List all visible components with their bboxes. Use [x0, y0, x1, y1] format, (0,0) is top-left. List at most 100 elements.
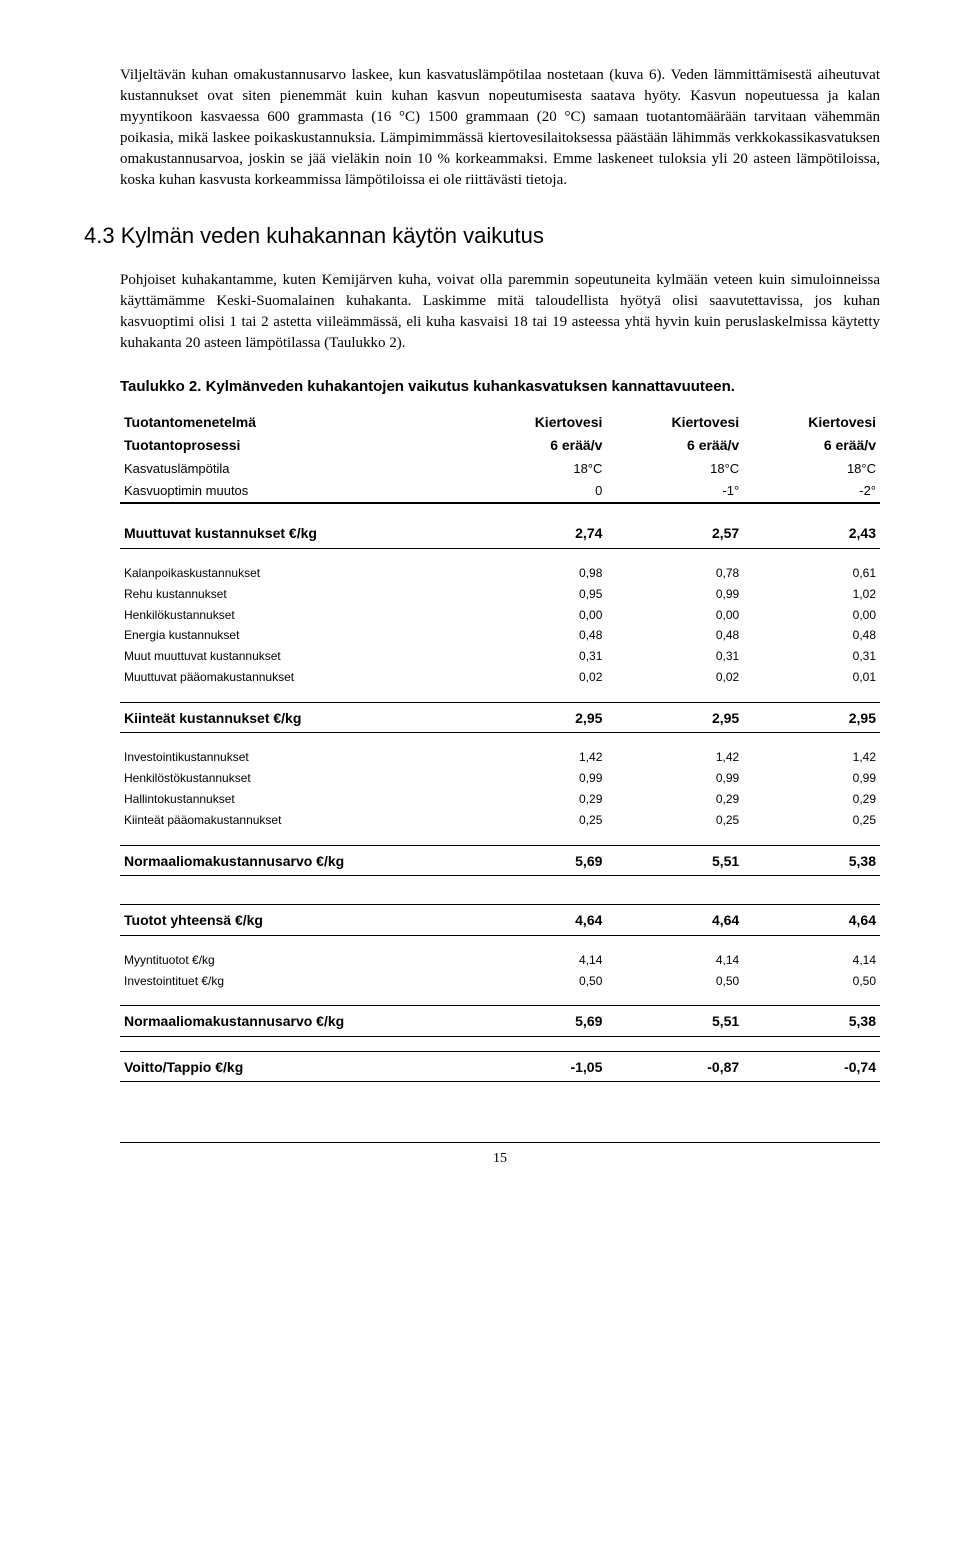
table-cell: -1° [606, 480, 743, 503]
table-2: TuotantomenetelmäKiertovesiKiertovesiKie… [120, 411, 880, 1083]
table-cell: 18°C [606, 458, 743, 480]
table-cell: 0,02 [606, 667, 743, 688]
table-cell: Kasvuoptimin muutos [120, 480, 470, 503]
table-row: Muuttuvat kustannukset €/kg2,742,572,43 [120, 518, 880, 548]
page-number: 15 [493, 1151, 507, 1166]
table-row: Energia kustannukset0,480,480,48 [120, 625, 880, 646]
table-cell: 5,69 [470, 845, 607, 876]
table-row: Kiinteät pääomakustannukset0,250,250,25 [120, 810, 880, 831]
table-cell: 2,57 [606, 518, 743, 548]
table-row: Muut muuttuvat kustannukset0,310,310,31 [120, 646, 880, 667]
table-cell: 0,61 [743, 563, 880, 584]
table-cell: Henkilöstökustannukset [120, 768, 470, 789]
table-cell: 0 [470, 480, 607, 503]
table-cell: 1,42 [606, 747, 743, 768]
table-cell: 0,01 [743, 667, 880, 688]
table-row: Kalanpoikaskustannukset0,980,780,61 [120, 563, 880, 584]
table-cell: 0,99 [470, 768, 607, 789]
table-cell: 4,64 [470, 905, 607, 936]
table-cell: Normaaliomakustannusarvo €/kg [120, 845, 470, 876]
table-cell: -0,87 [606, 1051, 743, 1082]
table-cell: Muuttuvat kustannukset €/kg [120, 518, 470, 548]
table-cell: 0,99 [743, 768, 880, 789]
table-cell: 0,29 [470, 789, 607, 810]
table-cell: 18°C [470, 458, 607, 480]
table-cell: 0,48 [470, 625, 607, 646]
table-cell: Tuotantoprosessi [120, 434, 470, 458]
table-cell: Henkilökustannukset [120, 605, 470, 626]
table-cell: 0,50 [470, 971, 607, 992]
table-cell: 5,38 [743, 1006, 880, 1037]
table-cell: Muut muuttuvat kustannukset [120, 646, 470, 667]
table-row: Investointikustannukset1,421,421,42 [120, 747, 880, 768]
table-cell: 0,29 [606, 789, 743, 810]
table-cell: 4,64 [743, 905, 880, 936]
table-cell: Kiertovesi [606, 411, 743, 435]
table-cell: 6 erää/v [606, 434, 743, 458]
table-cell: -0,74 [743, 1051, 880, 1082]
table-cell: Rehu kustannukset [120, 584, 470, 605]
table-cell: 5,51 [606, 845, 743, 876]
table-cell: Kiertovesi [743, 411, 880, 435]
table-row: TuotantomenetelmäKiertovesiKiertovesiKie… [120, 411, 880, 435]
table-cell: 2,43 [743, 518, 880, 548]
table-cell: 0,98 [470, 563, 607, 584]
table-cell: -2° [743, 480, 880, 503]
table-cell: 0,50 [743, 971, 880, 992]
table-cell: 4,64 [606, 905, 743, 936]
table-cell: 4,14 [470, 950, 607, 971]
table-cell: 0,48 [743, 625, 880, 646]
table-cell: 6 erää/v [743, 434, 880, 458]
table-cell: Investointituet €/kg [120, 971, 470, 992]
table-cell: 0,02 [470, 667, 607, 688]
table-2-caption: Taulukko 2. Kylmänveden kuhakantojen vai… [120, 376, 880, 397]
table-cell: 0,25 [470, 810, 607, 831]
table-cell: Kiinteät pääomakustannukset [120, 810, 470, 831]
table-row: Voitto/Tappio €/kg-1,05-0,87-0,74 [120, 1051, 880, 1082]
table-cell: Kiinteät kustannukset €/kg [120, 702, 470, 733]
table-cell: 0,31 [470, 646, 607, 667]
table-row: Kasvuoptimin muutos0-1°-2° [120, 480, 880, 503]
table-row: Investointituet €/kg0,500,500,50 [120, 971, 880, 992]
table-row: Rehu kustannukset0,950,991,02 [120, 584, 880, 605]
page-footer: 15 [120, 1142, 880, 1169]
table-cell: 5,69 [470, 1006, 607, 1037]
table-cell: Voitto/Tappio €/kg [120, 1051, 470, 1082]
table-cell: 5,38 [743, 845, 880, 876]
table-row: Tuotot yhteensä €/kg4,644,644,64 [120, 905, 880, 936]
table-row: Normaaliomakustannusarvo €/kg5,695,515,3… [120, 1006, 880, 1037]
table-cell: 0,25 [606, 810, 743, 831]
table-cell: Normaaliomakustannusarvo €/kg [120, 1006, 470, 1037]
table-row: Henkilöstökustannukset0,990,990,99 [120, 768, 880, 789]
table-cell: 0,99 [606, 584, 743, 605]
table-cell: 0,50 [606, 971, 743, 992]
table-cell: 2,95 [606, 702, 743, 733]
table-cell: 0,99 [606, 768, 743, 789]
table-cell: 2,95 [470, 702, 607, 733]
table-cell: 18°C [743, 458, 880, 480]
table-cell: 2,95 [743, 702, 880, 733]
table-cell: Myyntituotot €/kg [120, 950, 470, 971]
table-cell: 2,74 [470, 518, 607, 548]
table-cell: 0,29 [743, 789, 880, 810]
table-cell: 4,14 [743, 950, 880, 971]
table-cell: -1,05 [470, 1051, 607, 1082]
table-cell: Energia kustannukset [120, 625, 470, 646]
table-row: Myyntituotot €/kg4,144,144,14 [120, 950, 880, 971]
paragraph-1: Viljeltävän kuhan omakustannusarvo laske… [120, 65, 880, 191]
table-cell: 1,42 [743, 747, 880, 768]
table-row: Kiinteät kustannukset €/kg2,952,952,95 [120, 702, 880, 733]
table-row: Tuotantoprosessi6 erää/v6 erää/v6 erää/v [120, 434, 880, 458]
table-cell: 1,02 [743, 584, 880, 605]
table-cell: Investointikustannukset [120, 747, 470, 768]
section-heading-4-3: 4.3 Kylmän veden kuhakannan käytön vaiku… [84, 221, 880, 252]
table-cell: 5,51 [606, 1006, 743, 1037]
table-cell: 0,00 [743, 605, 880, 626]
table-cell: Hallintokustannukset [120, 789, 470, 810]
table-cell: 0,31 [606, 646, 743, 667]
table-cell: 0,31 [743, 646, 880, 667]
paragraph-2: Pohjoiset kuhakantamme, kuten Kemijärven… [120, 270, 880, 354]
table-cell: Muuttuvat pääomakustannukset [120, 667, 470, 688]
table-cell: 0,25 [743, 810, 880, 831]
table-row: Henkilökustannukset0,000,000,00 [120, 605, 880, 626]
